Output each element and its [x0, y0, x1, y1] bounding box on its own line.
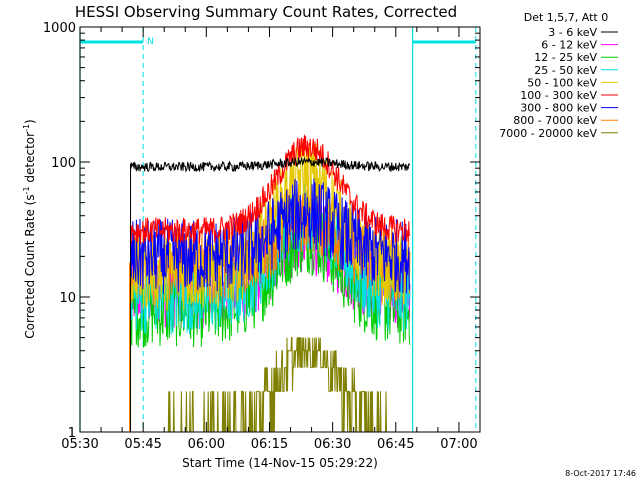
legend-label-2: 12 - 25 keV [534, 51, 597, 64]
legend-label-5: 100 - 300 keV [520, 89, 597, 102]
y-tick-label-0: 1 [68, 426, 76, 441]
x-tick-label-5: 06:45 [377, 437, 414, 452]
series-line-6 [130, 178, 411, 294]
y-axis-label-sup1: -1 [22, 186, 31, 194]
y-tick-label-1: 10 [59, 291, 76, 306]
legend-label-8: 7000 - 20000 keV [499, 127, 597, 140]
series-line-8 [130, 337, 387, 433]
y-axis-label-sup2: -1 [22, 124, 31, 132]
plot-frame [79, 26, 481, 433]
x-axis-label: Start Time (14-Nov-15 05:29:22) [182, 456, 378, 470]
chart-title: HESSI Observing Summary Count Rates, Cor… [75, 3, 457, 21]
plot-area: N [79, 27, 477, 433]
series-line-0 [130, 156, 411, 173]
footer-timestamp: 8-Oct-2017 17:46 [565, 469, 636, 478]
y-axis-label-mid: detector [23, 132, 37, 187]
series-line-5 [130, 134, 411, 245]
x-tick-label-1: 05:45 [124, 437, 161, 452]
y-axis-label: Corrected Count Rate (s-1 detector-1) [22, 119, 37, 338]
y-tick-label-2: 100 [51, 156, 76, 171]
night-label: N [147, 37, 154, 47]
y-tick-label-3: 1000 [43, 21, 76, 36]
x-tick-label-2: 06:00 [188, 437, 225, 452]
legend-label-4: 50 - 100 keV [527, 76, 597, 89]
legend-label-6: 300 - 800 keV [520, 102, 597, 115]
x-tick-label-0: 05:30 [61, 437, 98, 452]
x-tick-label-6: 07:00 [440, 437, 477, 452]
legend-header: Det 1,5,7, Att 0 [524, 11, 608, 24]
y-axis-label-end: ) [23, 119, 37, 124]
legend-label-1: 6 - 12 keV [541, 39, 597, 52]
x-tick-label-3: 06:15 [251, 437, 288, 452]
y-axis-label-main: Corrected Count Rate (s [23, 194, 37, 338]
legend-label-7: 800 - 7000 keV [513, 114, 597, 127]
x-tick-label-4: 06:30 [314, 437, 351, 452]
legend-label-0: 3 - 6 keV [548, 26, 597, 39]
legend-label-3: 25 - 50 keV [534, 64, 597, 77]
